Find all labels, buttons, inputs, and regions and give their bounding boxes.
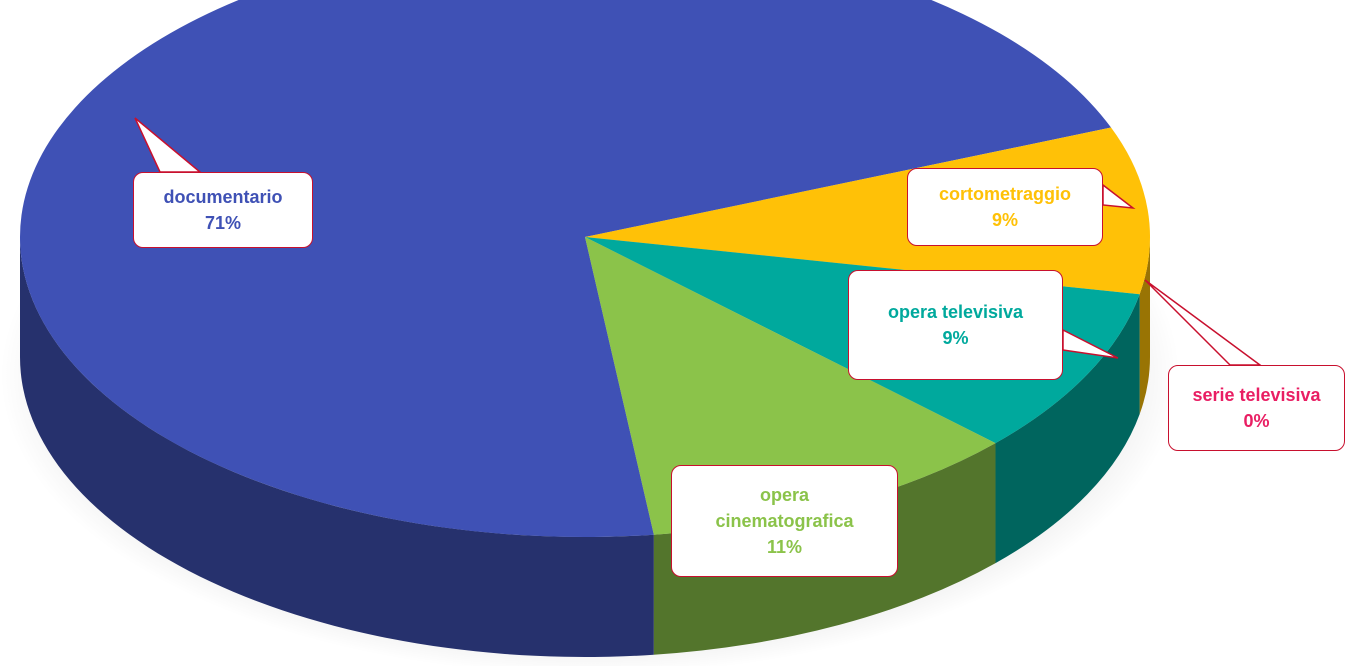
data-label: serie televisiva 0% (1168, 365, 1345, 451)
label-value: 71% (204, 213, 242, 233)
data-label: opera televisiva 9% (848, 270, 1063, 380)
callout-pointer (1062, 328, 1119, 359)
label-category: serie televisiva (1192, 385, 1321, 405)
label-value: 9% (942, 328, 969, 348)
label-value: 0% (1243, 411, 1270, 431)
label-value: 11% (766, 537, 803, 557)
slice (585, 237, 996, 535)
slice-side (995, 294, 1140, 564)
label-category: documentario (163, 187, 283, 207)
label-category: cortometraggio (938, 184, 1071, 204)
data-label: opera cinematografica 11% (671, 465, 898, 577)
slice (20, 0, 1112, 537)
slice-side (20, 237, 654, 657)
label-category: opera cinematografica (715, 485, 854, 531)
label-value: 9% (991, 210, 1018, 230)
data-label: cortometraggio 9% (907, 168, 1103, 246)
data-label: documentario 71% (133, 172, 313, 248)
callout-pointer (1102, 183, 1136, 210)
label-category: opera televisiva (887, 302, 1024, 322)
